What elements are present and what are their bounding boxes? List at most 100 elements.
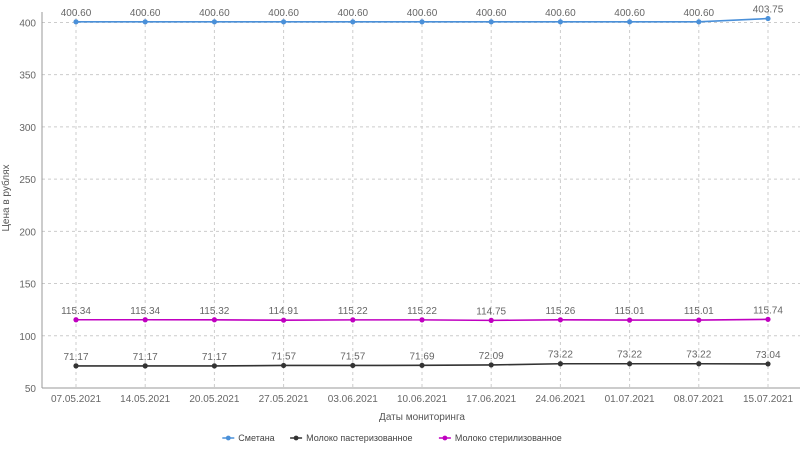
data-label: 71.17 [133, 352, 158, 363]
data-point[interactable] [696, 19, 702, 25]
y-tick-label: 150 [19, 280, 36, 291]
x-tick-label: 03.06.2021 [328, 394, 378, 405]
data-point[interactable] [142, 19, 148, 25]
x-tick-label: 20.05.2021 [189, 394, 239, 405]
data-label: 400.60 [476, 8, 507, 19]
x-tick-label: 07.05.2021 [51, 394, 101, 405]
data-point[interactable] [419, 317, 425, 323]
legend-marker-icon [225, 435, 231, 441]
x-tick-label: 01.07.2021 [605, 394, 655, 405]
y-tick-label: 350 [19, 71, 36, 82]
data-point[interactable] [73, 19, 79, 25]
data-point[interactable] [142, 317, 148, 323]
data-label: 400.60 [338, 8, 369, 19]
x-tick-label: 14.05.2021 [120, 394, 170, 405]
data-label: 71.17 [63, 352, 88, 363]
series-3 [73, 316, 771, 323]
data-point[interactable] [211, 317, 217, 323]
data-label: 400.60 [614, 8, 645, 19]
data-point[interactable] [281, 317, 287, 323]
y-tick-label: 200 [19, 227, 36, 238]
y-tick-label: 400 [19, 18, 36, 29]
grid-layer [42, 12, 800, 388]
data-point[interactable] [419, 362, 425, 368]
data-point[interactable] [557, 361, 564, 367]
data-label: 114.91 [269, 306, 299, 317]
series-layer [73, 15, 771, 369]
data-point[interactable] [419, 19, 425, 25]
legend-item[interactable]: Молоко стерилизованное [438, 433, 562, 443]
data-point[interactable] [211, 363, 217, 369]
data-label: 400.60 [684, 8, 715, 19]
legend-label: Сметана [238, 433, 274, 443]
data-point[interactable] [281, 19, 287, 25]
series-1 [73, 15, 771, 25]
x-tick-label: 27.05.2021 [259, 394, 309, 405]
data-label: 115.34 [130, 306, 160, 317]
data-label: 115.22 [338, 306, 368, 317]
data-point[interactable] [211, 19, 217, 25]
data-label-layer: 400.60 400.60 400.60 400.60 400.60 400.60 400.… [61, 5, 784, 363]
data-label: 400.60 [407, 8, 438, 19]
data-point[interactable] [488, 362, 494, 368]
data-point[interactable] [281, 362, 287, 369]
data-label: 115.34 [61, 306, 91, 317]
data-point[interactable] [350, 362, 356, 369]
data-point[interactable] [627, 317, 633, 323]
data-label: 73.22 [548, 350, 573, 361]
data-label: 71.17 [202, 352, 227, 363]
data-point[interactable] [488, 317, 494, 323]
data-label: 71.69 [409, 351, 434, 362]
data-label: 400.60 [268, 8, 299, 19]
x-tick-label: 08.07.2021 [674, 394, 724, 405]
data-label: 115.32 [199, 306, 229, 317]
x-tick-label: 17.06.2021 [466, 394, 516, 405]
data-point[interactable] [73, 317, 79, 323]
data-point[interactable] [142, 363, 148, 369]
data-point[interactable] [350, 19, 356, 25]
data-point[interactable] [488, 19, 494, 25]
legend-item[interactable]: Сметана [222, 433, 275, 443]
data-point[interactable] [557, 19, 564, 25]
legend-label: Молоко стерилизованное [455, 433, 562, 443]
legend-marker-icon [442, 435, 448, 441]
data-label: 403.75 [753, 5, 784, 16]
data-point[interactable] [627, 361, 633, 367]
data-point[interactable] [350, 317, 356, 323]
data-point[interactable] [765, 15, 771, 22]
data-label: 400.60 [545, 8, 576, 19]
data-label: 115.22 [407, 306, 437, 317]
legend-item[interactable]: Молоко пастеризованное [290, 433, 413, 443]
data-point[interactable] [696, 317, 702, 323]
x-tick-label: 10.06.2021 [397, 394, 447, 405]
data-label: 73.22 [686, 350, 711, 361]
x-tick-label: 15.07.2021 [743, 394, 793, 405]
axis-layer: 50 100 150 200 250 300 350 400 07.05.2021 14.05.2… [19, 12, 800, 405]
data-label: 115.74 [753, 305, 783, 316]
data-point[interactable] [557, 317, 564, 323]
data-point[interactable] [765, 316, 771, 322]
data-label: 73.22 [617, 350, 642, 361]
series-2 [73, 361, 771, 369]
data-point[interactable] [765, 361, 771, 367]
y-tick-label: 250 [19, 175, 36, 186]
data-label: 400.60 [130, 8, 161, 19]
data-label: 71.57 [271, 351, 296, 362]
y-tick-label: 300 [19, 123, 36, 134]
data-label: 400.60 [199, 8, 230, 19]
legend-label: Молоко пастеризованное [306, 433, 412, 443]
x-axis-title: Даты мониторинга [379, 412, 465, 423]
legend: Сметана Молоко пастеризованное Молоко стер… [222, 433, 562, 443]
data-point[interactable] [73, 363, 79, 369]
data-label: 71.57 [340, 351, 365, 362]
data-point[interactable] [696, 361, 702, 367]
y-axis-title: Цена в рублях [0, 164, 12, 231]
data-label: 72.09 [479, 351, 504, 362]
y-tick-label: 50 [25, 384, 37, 395]
data-label: 115.01 [684, 306, 714, 317]
data-label: 115.01 [615, 306, 645, 317]
x-tick-label: 24.06.2021 [535, 394, 585, 405]
data-label: 115.26 [545, 306, 575, 317]
data-point[interactable] [627, 19, 633, 25]
